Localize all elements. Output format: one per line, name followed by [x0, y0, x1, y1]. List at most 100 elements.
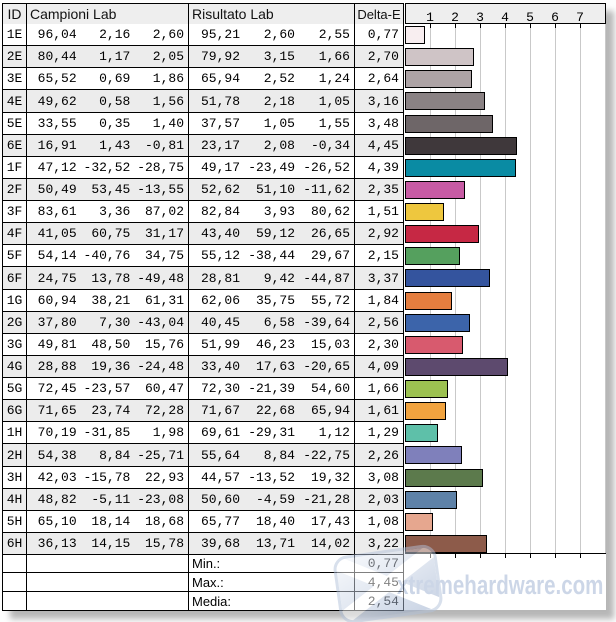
- axis-tick-label: 7: [576, 10, 584, 25]
- risultato-value: 59,12: [255, 226, 295, 241]
- delta-value: 2,56: [367, 315, 399, 330]
- risultato-value: 44,57: [200, 470, 240, 485]
- campioni-value: -23,08: [137, 492, 185, 507]
- risultato-cell: 51,99 46,23 15,03: [189, 334, 355, 355]
- table-row: 1E 96,04 2,16 2,60 95,21 2,60 2,55 0,77: [3, 24, 403, 46]
- risultato-value: 55,12: [200, 248, 240, 263]
- delta-value: 4,45: [367, 138, 399, 153]
- risultato-value: 65,94: [310, 403, 350, 418]
- delta-e-bar: [405, 513, 433, 531]
- risultato-value: 65,94: [200, 71, 240, 86]
- risultato-value: 6,58: [263, 315, 295, 330]
- min-label: Min.:: [192, 556, 221, 571]
- delta-e-bar: [405, 137, 517, 155]
- table-row: 3H 42,03 -15,78 22,93 44,57 -13,52 19,32…: [3, 467, 403, 489]
- delta-value: 3,48: [367, 116, 399, 131]
- row-id: 2G: [3, 312, 27, 333]
- risultato-value: 15,03: [310, 337, 350, 352]
- risultato-value: 35,75: [255, 293, 295, 308]
- chart-gridline: [555, 24, 556, 553]
- campioni-cell: 70,19 -31,85 1,98: [27, 422, 189, 443]
- table-row: 5F 54,14 -40,76 34,75 55,12 -38,44 29,67…: [3, 245, 403, 267]
- delta-e-bar: [405, 159, 516, 177]
- table-row: 4G 28,88 19,36 -24,48 33,40 17,63 -20,65…: [3, 356, 403, 378]
- campioni-value: 1,40: [152, 116, 185, 131]
- delta-value: 1,29: [367, 425, 399, 440]
- chart-axis-header: 1 2 3 4 5 6 7: [405, 3, 606, 25]
- header-id: ID: [3, 4, 27, 24]
- campioni-value: 15,78: [145, 536, 185, 551]
- chart-gridline: [580, 24, 581, 553]
- risultato-cell: 44,57 -13,52 19,32: [189, 467, 355, 488]
- min-value: 0,77: [367, 556, 399, 571]
- campioni-value: 23,74: [91, 403, 131, 418]
- chart-gridline: [530, 24, 531, 553]
- risultato-cell: 72,30 -21,39 54,60: [189, 378, 355, 399]
- row-id: 5H: [3, 511, 27, 532]
- campioni-value: -23,57: [83, 381, 131, 396]
- risultato-cell: 71,67 22,68 65,94: [189, 400, 355, 421]
- campioni-value: 8,84: [99, 447, 131, 463]
- delta-e-bar: [405, 92, 485, 110]
- table-row: 2F 50,49 53,45 -13,55 52,62 51,10 -11,62…: [3, 179, 403, 201]
- delta-value: 2,03: [367, 492, 399, 507]
- campioni-cell: 60,94 38,21 61,31: [27, 290, 189, 311]
- axis-tick-mark: [455, 554, 456, 558]
- risultato-value: -21,39: [248, 381, 295, 396]
- campioni-cell: 48,82 -5,11 -23,08: [27, 489, 189, 510]
- risultato-value: 55,72: [310, 293, 350, 308]
- risultato-value: 72,30: [200, 381, 240, 396]
- campioni-value: 2,16: [99, 27, 131, 42]
- delta-value: 1,66: [367, 381, 399, 396]
- campioni-cell: 50,49 53,45 -13,55: [27, 179, 189, 200]
- media-label: Media:: [192, 593, 232, 609]
- delta-value: 3,16: [367, 93, 399, 109]
- table-row: 3F 83,61 3,36 87,02 82,84 3,93 80,62 1,5…: [3, 201, 403, 223]
- table-row: 6G 71,65 23,74 72,28 71,67 22,68 65,94 1…: [3, 400, 403, 422]
- row-id: 4E: [3, 90, 27, 112]
- campioni-value: 7,30: [99, 315, 131, 330]
- summary-empty-id: [3, 555, 27, 572]
- risultato-value: 19,32: [310, 470, 350, 485]
- delta-e-bar: [405, 115, 493, 133]
- campioni-value: 16,91: [37, 138, 77, 153]
- risultato-value: -13,52: [248, 470, 295, 485]
- delta-e-bar: [405, 402, 446, 420]
- risultato-cell: 37,57 1,05 1,55: [189, 113, 355, 134]
- risultato-value: -26,52: [303, 160, 350, 175]
- campioni-value: -43,04: [137, 315, 185, 330]
- risultato-value: -44,87: [303, 270, 350, 286]
- campioni-value: 54,14: [37, 248, 77, 263]
- risultato-value: 1,55: [318, 116, 350, 131]
- risultato-cell: 51,78 2,18 1,05: [189, 90, 355, 112]
- campioni-cell: 28,88 19,36 -24,48: [27, 356, 189, 377]
- campioni-value: 42,03: [37, 470, 77, 485]
- risultato-value: 71,67: [200, 403, 240, 418]
- campioni-value: 37,80: [37, 315, 77, 330]
- campioni-value: 72,45: [37, 381, 77, 396]
- risultato-value: 3,93: [263, 204, 295, 219]
- campioni-value: 72,28: [145, 403, 185, 418]
- campioni-value: 49,62: [37, 93, 77, 109]
- risultato-value: -29,31: [248, 425, 295, 440]
- delta-e-bar: [405, 491, 457, 509]
- campioni-cell: 83,61 3,36 87,02: [27, 201, 189, 222]
- risultato-value: 54,60: [310, 381, 350, 396]
- campioni-value: 2,60: [152, 27, 185, 42]
- delta-value: 2,30: [367, 337, 399, 352]
- campioni-value: 0,58: [99, 93, 131, 109]
- campioni-value: 15,76: [145, 337, 185, 352]
- campioni-value: 61,31: [145, 293, 185, 308]
- summary-empty-campioni: [27, 592, 189, 610]
- campioni-value: -13,55: [137, 182, 185, 197]
- table-row: 4F 41,05 60,75 31,17 43,40 59,12 26,65 2…: [3, 223, 403, 245]
- table-row: 1F 47,12 -32,52 -28,75 49,17 -23,49 -26,…: [3, 157, 403, 179]
- campioni-value: 19,36: [91, 359, 131, 374]
- table-row: 5E 33,55 0,35 1,40 37,57 1,05 1,55 3,48: [3, 113, 403, 135]
- campioni-value: 96,04: [37, 27, 77, 42]
- risultato-value: 2,55: [318, 27, 350, 42]
- campioni-cell: 65,52 0,69 1,86: [27, 68, 189, 89]
- risultato-value: 65,77: [200, 514, 240, 529]
- delta-value: 2,92: [367, 226, 399, 241]
- risultato-value: 18,40: [255, 514, 295, 529]
